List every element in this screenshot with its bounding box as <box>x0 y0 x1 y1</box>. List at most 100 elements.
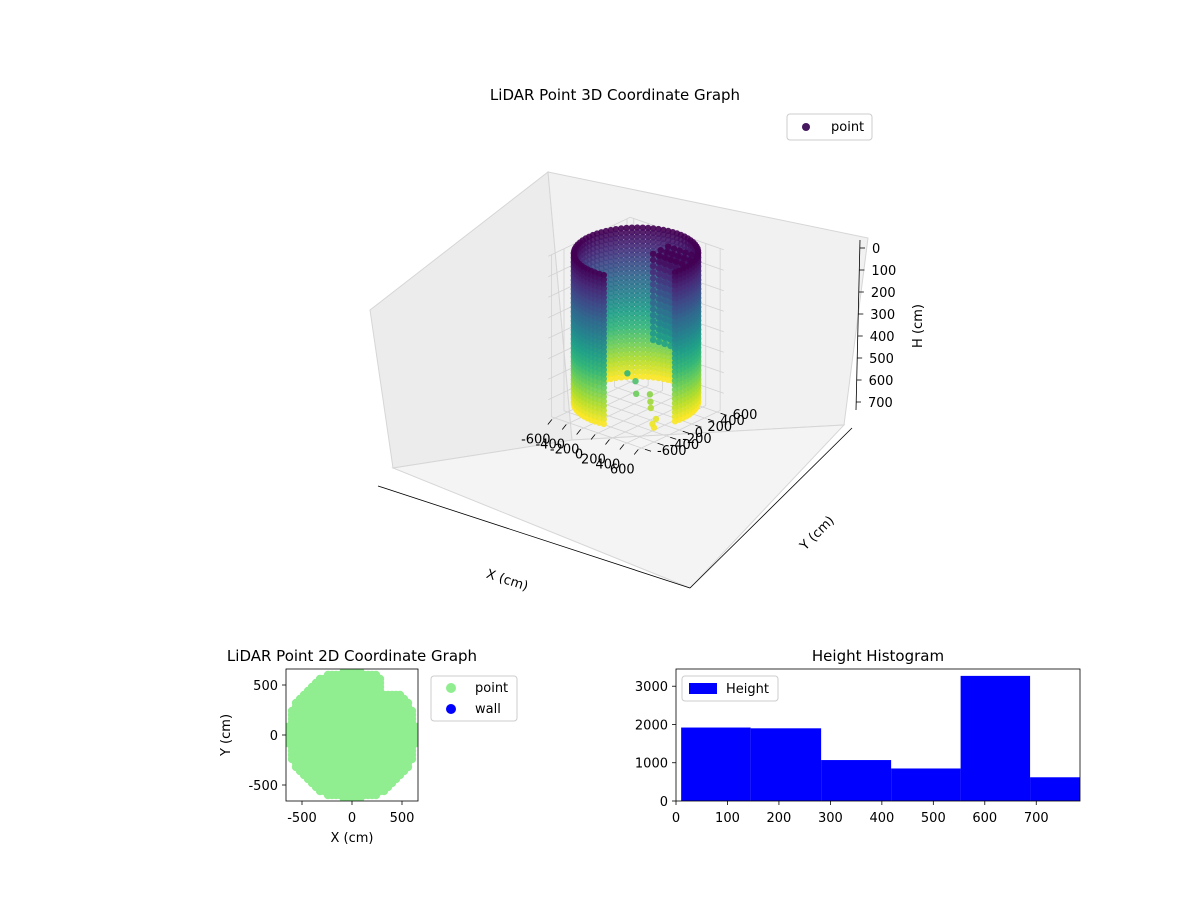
chart-3d-point <box>628 256 636 263</box>
chart-3d-point <box>600 321 607 328</box>
chart-3d-point <box>644 288 652 295</box>
chart-3d-z-tick-label: 600 <box>869 374 894 389</box>
chart-3d-point <box>639 337 646 344</box>
chart-3d-y-tick-label: 200 <box>707 420 732 435</box>
chart-3d-point <box>667 287 674 294</box>
chart-3d-point <box>607 308 615 315</box>
chart-3d-point <box>671 400 679 407</box>
chart-3d-point <box>628 233 636 240</box>
chart-3d-point <box>639 278 646 286</box>
chart-3d-point <box>607 267 615 274</box>
chart-3d-point <box>623 297 630 304</box>
chart-3d-point <box>607 321 615 328</box>
chart-3d-point <box>671 300 679 308</box>
chart-3d-point <box>618 338 625 345</box>
chart-3d-point <box>644 283 652 290</box>
chart-3d-point <box>612 235 620 242</box>
chart-3d-point <box>660 357 667 364</box>
chart-3d-point <box>618 247 625 255</box>
chart-3d-point <box>607 335 615 342</box>
chart-3d-x-tick <box>576 429 581 435</box>
chart-3d-point <box>623 364 630 372</box>
chart-3d-point <box>671 278 679 285</box>
chart-3d-y-tick <box>720 412 727 416</box>
chart-3d-point <box>618 234 625 241</box>
chart-3d-point <box>650 351 657 358</box>
chart-3d-point <box>650 234 657 241</box>
chart-3d-point <box>612 356 620 364</box>
chart-3d-point <box>655 239 662 246</box>
chart-3d-point <box>634 332 641 340</box>
chart-3d-point <box>671 273 679 281</box>
chart-hist-bar <box>681 727 751 801</box>
chart-hist: Height Histogram 0 100 200 300 400 500 600 7000… <box>635 647 1081 826</box>
chart-3d-point <box>644 333 652 340</box>
chart-3d-point <box>607 339 615 346</box>
chart-3d-point <box>678 260 686 267</box>
chart-hist-y-tick-label: 1000 <box>635 757 668 772</box>
chart-3d-point <box>612 334 620 341</box>
chart-3d-point <box>639 310 646 317</box>
chart-3d-point <box>607 299 615 306</box>
chart-3d-point <box>607 375 615 383</box>
chart-3d-point <box>639 256 646 263</box>
chart-3d-point <box>671 386 679 393</box>
chart-3d-x-tick-label: 0 <box>575 447 583 462</box>
chart-3d-point <box>639 305 646 313</box>
chart-3d-point <box>644 256 652 263</box>
chart-3d-point <box>644 360 652 367</box>
chart-3d-point <box>628 332 636 340</box>
chart-3d-point <box>649 330 657 337</box>
chart-3d-point <box>650 356 657 363</box>
chart-3d-point <box>612 374 620 382</box>
chart-3d-point <box>649 336 657 344</box>
chart-3d-point <box>632 378 639 385</box>
chart-3d-point <box>671 391 679 398</box>
chart-3d-point <box>600 271 607 279</box>
chart-3d-point <box>671 309 679 317</box>
chart-2d-title: LiDAR Point 2D Coordinate Graph <box>227 647 477 665</box>
chart-3d-point <box>607 290 615 297</box>
chart-3d-point <box>607 253 615 261</box>
chart-3d-point <box>650 374 657 381</box>
chart-3d-point <box>649 324 657 331</box>
chart-3d-point <box>628 364 636 371</box>
chart-3d-point <box>660 366 667 373</box>
chart-3d-point <box>639 332 646 340</box>
chart-3d-point <box>628 251 636 258</box>
chart-3d-x-tick-label: 200 <box>581 452 606 467</box>
chart-3d-x-axis-line <box>377 485 691 589</box>
chart-3d-point <box>663 249 670 256</box>
chart-3d-point <box>634 323 641 331</box>
chart-3d-point <box>607 226 615 234</box>
chart-3d-point <box>634 359 641 367</box>
chart-3d-point <box>612 239 620 246</box>
chart-3d-point <box>649 250 657 257</box>
chart-3d-point <box>600 303 607 310</box>
chart-3d-point <box>634 341 641 349</box>
chart-3d-point <box>661 291 668 298</box>
chart-3d-point <box>644 247 652 254</box>
chart-3d-point <box>612 226 620 233</box>
chart-3d-point <box>618 261 625 268</box>
chart-3d-point <box>667 262 674 270</box>
chart-3d-point <box>628 229 636 236</box>
chart-3d-point <box>600 411 607 419</box>
chart-3d-point <box>600 357 607 364</box>
chart-3d-x-tick <box>605 439 610 445</box>
chart-3d-point <box>600 393 607 400</box>
chart-3d-point <box>612 280 620 287</box>
chart-3d-point <box>624 370 631 377</box>
chart-3d-point <box>655 347 662 355</box>
chart-3d-x-tick-label: -600 <box>521 432 551 447</box>
chart-3d-point <box>650 225 657 232</box>
chart-hist-bar <box>1030 777 1080 801</box>
chart-3d-point <box>612 316 620 323</box>
chart-3d-point <box>644 260 652 268</box>
chart-3d-point <box>649 305 657 313</box>
chart-2d-ticks: -500 0 500 500 0 -500 <box>248 679 414 826</box>
chart-3d-point <box>612 365 620 373</box>
chart-3d-point <box>618 302 625 309</box>
chart-hist-frame <box>675 668 1081 802</box>
chart-3d-point <box>618 365 625 372</box>
